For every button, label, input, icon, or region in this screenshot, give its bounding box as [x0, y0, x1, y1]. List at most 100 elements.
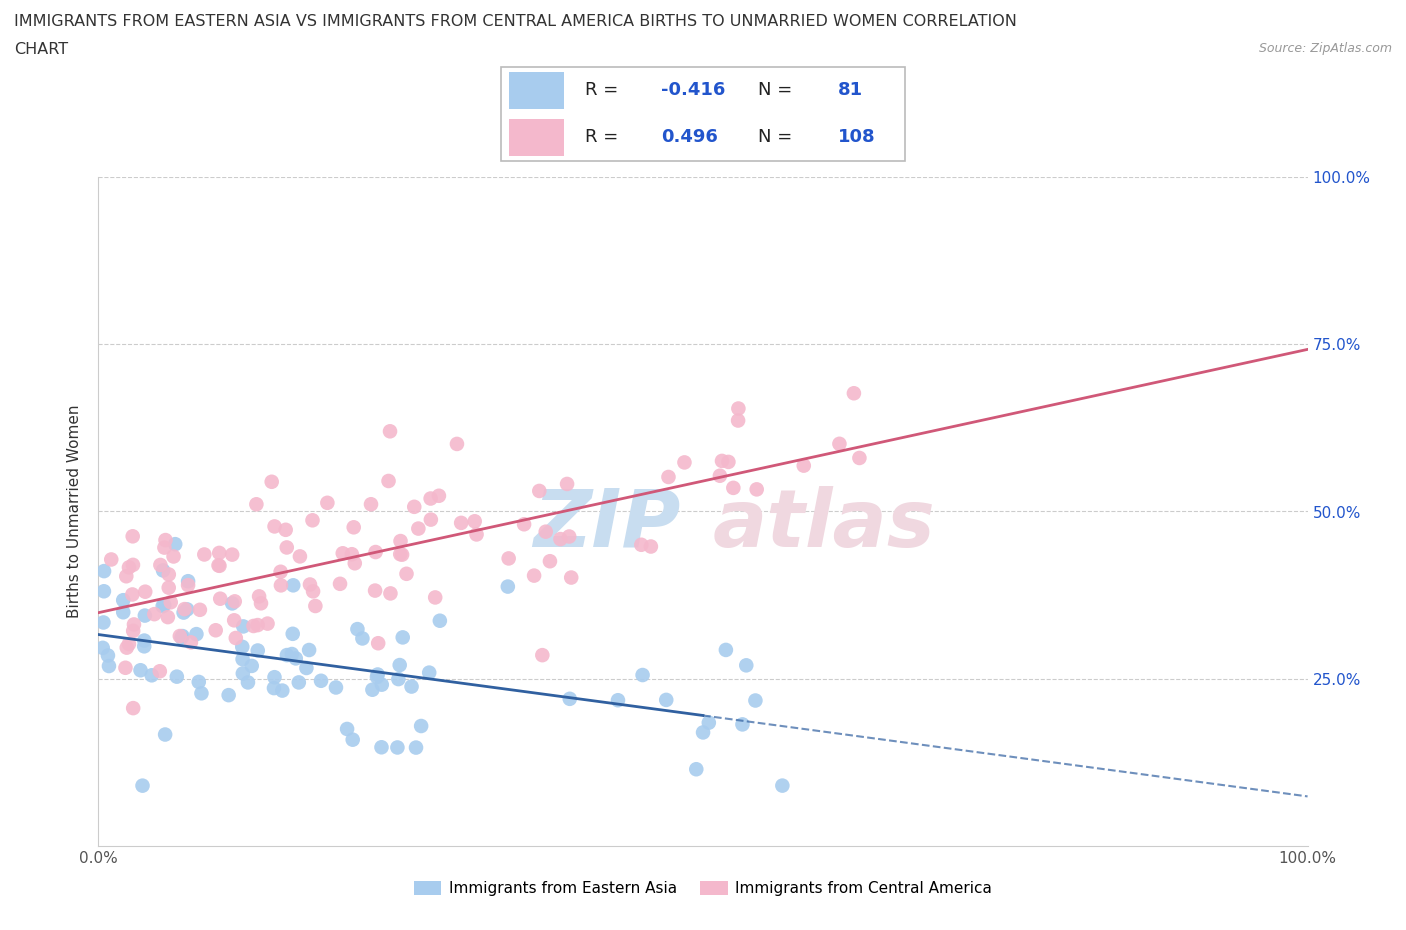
- Point: [673, 455, 696, 470]
- Point: [842, 386, 865, 401]
- Point: [225, 631, 247, 645]
- Point: [131, 778, 153, 793]
- Point: [246, 618, 269, 632]
- Point: [114, 660, 136, 675]
- Point: [685, 762, 707, 777]
- Point: [709, 469, 731, 484]
- Point: [232, 619, 254, 634]
- Point: [152, 599, 174, 614]
- Point: [395, 566, 418, 581]
- Point: [731, 717, 754, 732]
- Point: [240, 658, 263, 673]
- Point: [190, 685, 212, 700]
- Point: [793, 458, 815, 473]
- Point: [366, 670, 388, 684]
- Point: [97, 648, 120, 663]
- Point: [193, 547, 215, 562]
- Point: [329, 577, 352, 591]
- Point: [367, 667, 389, 682]
- Point: [188, 603, 211, 618]
- Point: [744, 693, 766, 708]
- Point: [418, 665, 440, 680]
- Point: [231, 640, 253, 655]
- Point: [260, 474, 283, 489]
- Point: [159, 595, 181, 610]
- Point: [169, 629, 191, 644]
- Point: [180, 635, 202, 650]
- Point: [607, 693, 630, 708]
- Point: [121, 529, 143, 544]
- Point: [332, 546, 354, 561]
- Point: [346, 621, 368, 636]
- Point: [91, 641, 114, 656]
- Point: [149, 664, 172, 679]
- FancyBboxPatch shape: [509, 119, 564, 156]
- Text: ZIP: ZIP: [533, 485, 681, 564]
- Point: [218, 687, 240, 702]
- FancyBboxPatch shape: [501, 67, 905, 161]
- Point: [208, 558, 231, 573]
- Point: [166, 670, 188, 684]
- Point: [149, 557, 172, 572]
- Point: [207, 558, 229, 573]
- Point: [655, 693, 678, 708]
- Point: [209, 591, 232, 606]
- Point: [284, 651, 307, 666]
- Point: [100, 552, 122, 567]
- Point: [173, 602, 195, 617]
- Point: [187, 674, 209, 689]
- Point: [122, 700, 145, 715]
- Point: [288, 549, 311, 564]
- Point: [309, 673, 332, 688]
- Point: [204, 623, 226, 638]
- Point: [714, 643, 737, 658]
- Point: [122, 623, 145, 638]
- Point: [250, 596, 273, 611]
- Point: [134, 633, 156, 648]
- Point: [141, 668, 163, 683]
- Point: [419, 491, 441, 506]
- Point: [405, 740, 427, 755]
- Text: CHART: CHART: [14, 42, 67, 57]
- Point: [316, 496, 339, 511]
- Point: [173, 605, 195, 620]
- Point: [523, 568, 546, 583]
- Point: [404, 499, 426, 514]
- Point: [232, 666, 254, 681]
- Text: atlas: atlas: [713, 485, 935, 564]
- Text: -0.416: -0.416: [661, 82, 725, 100]
- Point: [364, 583, 387, 598]
- Point: [276, 540, 298, 555]
- Point: [342, 732, 364, 747]
- Point: [93, 584, 115, 599]
- Point: [118, 636, 141, 651]
- Point: [157, 580, 180, 595]
- Point: [408, 521, 430, 536]
- Point: [550, 532, 572, 547]
- Point: [529, 484, 551, 498]
- Point: [391, 630, 413, 644]
- Point: [325, 680, 347, 695]
- Point: [711, 454, 734, 469]
- Point: [153, 598, 176, 613]
- Point: [828, 436, 851, 451]
- Point: [513, 517, 536, 532]
- Point: [281, 627, 304, 642]
- Point: [263, 519, 285, 534]
- Point: [360, 497, 382, 512]
- Point: [93, 564, 115, 578]
- Point: [271, 684, 294, 698]
- Point: [295, 660, 318, 675]
- Point: [555, 476, 578, 491]
- Point: [534, 525, 557, 539]
- Point: [242, 618, 264, 633]
- Point: [157, 567, 180, 582]
- Point: [122, 617, 145, 631]
- Point: [630, 538, 652, 552]
- Point: [301, 512, 323, 527]
- Text: 81: 81: [838, 82, 863, 100]
- Point: [380, 586, 402, 601]
- Point: [276, 647, 298, 662]
- Point: [367, 636, 389, 651]
- Point: [429, 613, 451, 628]
